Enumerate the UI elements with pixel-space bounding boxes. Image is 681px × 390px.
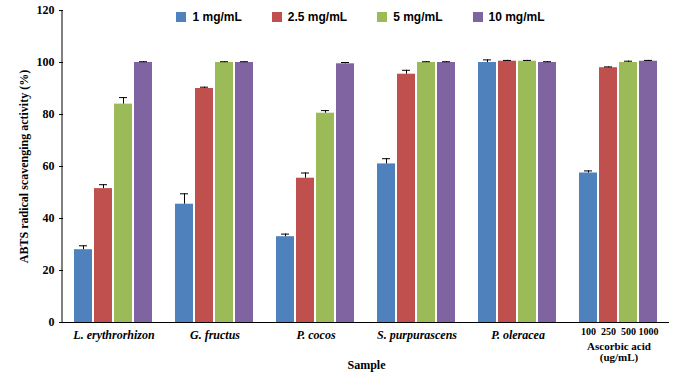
svg-text:80: 80 [43,107,55,121]
svg-text:S. purpurascens: S. purpurascens [377,328,457,342]
html-text:10 mg/mL: 10 mg/mL [488,10,545,24]
svg-text:500: 500 [621,326,636,337]
svg-text:120: 120 [37,3,55,17]
html-text:1 mg/mL: 1 mg/mL [192,10,242,24]
svg-text:100: 100 [37,55,55,69]
html-text:5 mg/mL: 5 mg/mL [393,10,443,24]
svg-text:0: 0 [49,315,55,329]
svg-text:40: 40 [43,211,55,225]
svg-text:20: 20 [43,263,55,277]
svg-text:1000: 1000 [639,326,659,337]
svg-text:Ascorbic acid(ug/mL): Ascorbic acid(ug/mL) [587,340,651,364]
svg-text:250: 250 [601,326,616,337]
svg-text:G. fructus: G. fructus [190,328,240,342]
svg-text:L. erythrorhizon: L. erythrorhizon [72,328,155,342]
svg-text:100: 100 [581,326,596,337]
svg-text:P. cocos: P. cocos [296,328,335,342]
html-text:2.5 mg/mL: 2.5 mg/mL [287,10,348,24]
svg-text:Sample: Sample [347,358,386,372]
svg-text:ABTS radical scavenging activi: ABTS radical scavenging activity (%) [17,70,31,263]
svg-text:P. oleracea: P. oleracea [491,328,545,342]
svg-text:60: 60 [43,159,55,173]
